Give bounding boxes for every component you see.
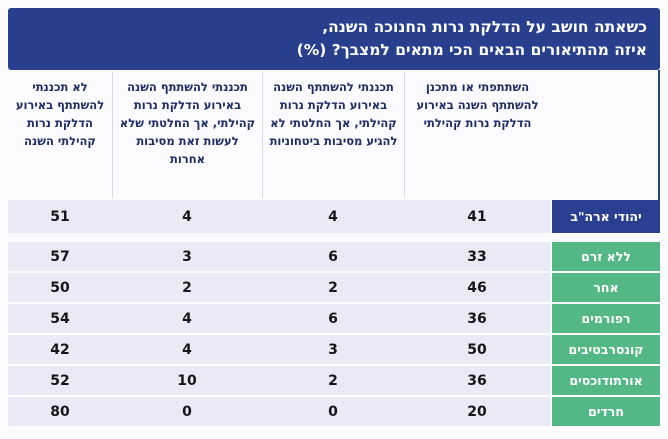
value-cell: 2 bbox=[328, 372, 338, 389]
value-cell: 6 bbox=[328, 248, 338, 265]
value-cell: 3 bbox=[182, 248, 192, 265]
row-label-orthodox: אורתודוכסים bbox=[552, 366, 660, 395]
value-cell: 0 bbox=[182, 403, 192, 420]
value-cell: 3 bbox=[328, 341, 338, 358]
value-cell: 33 bbox=[467, 248, 487, 265]
value-cell: 36 bbox=[467, 372, 487, 389]
value-cell: 52 bbox=[50, 372, 70, 389]
row-cells: 36 6 4 54 bbox=[8, 304, 550, 333]
value-cell: 57 bbox=[50, 248, 70, 265]
row-cells: 33 6 3 57 bbox=[8, 242, 550, 271]
column-header-did-not-plan: לא תכננתי להשתתף באירוע הדלקת נרות קהילת… bbox=[15, 80, 105, 148]
header-right-rule bbox=[658, 70, 660, 200]
value-cell: 50 bbox=[50, 279, 70, 296]
table-row-haredi: חרדים 20 0 0 80 bbox=[8, 397, 660, 426]
survey-table-page: כשאתה חושב על הדלקת נרות החנוכה השנה, אי… bbox=[8, 8, 660, 426]
row-label-other: אחר bbox=[552, 273, 660, 302]
title-line-1: כשאתה חושב על הדלקת נרות החנוכה השנה, bbox=[322, 18, 647, 36]
row-label-haredi: חרדים bbox=[552, 397, 660, 426]
row-label-reform: רפורמים bbox=[552, 304, 660, 333]
column-header-participated: השתתפתי או מתכנן להשתתף השנה באירוע הדלק… bbox=[404, 72, 550, 198]
table-row-conservative: קונסרבטיבים 50 3 4 42 bbox=[8, 335, 660, 364]
value-cell: 50 bbox=[467, 341, 487, 358]
table-row-us-jews: יהודי ארה"ב 41 4 4 51 bbox=[8, 200, 660, 233]
row-label-conservative: קונסרבטיבים bbox=[552, 335, 660, 364]
table-row-reform: רפורמים 36 6 4 54 bbox=[8, 304, 660, 333]
value-cell: 36 bbox=[467, 310, 487, 327]
value-cell: 4 bbox=[182, 310, 192, 327]
row-cells: 36 2 10 52 bbox=[8, 366, 550, 395]
value-cell: 2 bbox=[328, 279, 338, 296]
row-cells: 41 4 4 51 bbox=[8, 200, 550, 233]
row-cells: 46 2 2 50 bbox=[8, 273, 550, 302]
denomination-rows: ללא זרם 33 6 3 57 אחר 46 2 2 50 רפורמים … bbox=[8, 242, 660, 426]
value-cell: 10 bbox=[177, 372, 197, 389]
header-spacer bbox=[550, 72, 660, 198]
table-row-orthodox: אורתודוכסים 36 2 10 52 bbox=[8, 366, 660, 395]
value-cell: 4 bbox=[182, 208, 192, 225]
value-cell: 80 bbox=[50, 403, 70, 420]
value-cell: 20 bbox=[467, 403, 487, 420]
row-label-us-jews: יהודי ארה"ב bbox=[552, 200, 660, 233]
column-header-security-reasons: תכננתי להשתתף השנה באירוע הדלקת נרות קהי… bbox=[262, 72, 404, 198]
title-line-2: איזה מהתיאורים הבאים הכי מתאים למצבך? (%… bbox=[296, 41, 647, 59]
table-row-other: אחר 46 2 2 50 bbox=[8, 273, 660, 302]
value-cell: 41 bbox=[467, 208, 487, 225]
value-cell: 54 bbox=[50, 310, 70, 327]
value-cell: 46 bbox=[467, 279, 487, 296]
value-cell: 2 bbox=[182, 279, 192, 296]
value-cell: 4 bbox=[328, 208, 338, 225]
row-cells: 20 0 0 80 bbox=[8, 397, 550, 426]
value-cell: 51 bbox=[50, 208, 70, 225]
value-cell: 42 bbox=[50, 341, 70, 358]
row-label-no-denomination: ללא זרם bbox=[552, 242, 660, 271]
row-cells: 50 3 4 42 bbox=[8, 335, 550, 364]
value-cell: 6 bbox=[328, 310, 338, 327]
table-row-no-denomination: ללא זרם 33 6 3 57 bbox=[8, 242, 660, 271]
value-cell: 0 bbox=[328, 403, 338, 420]
value-cell: 4 bbox=[182, 341, 192, 358]
column-header-other-reasons: תכננתי להשתתף השנה באירוע הדלקת נרות קהי… bbox=[112, 72, 262, 198]
column-headers: השתתפתי או מתכנן להשתתף השנה באירוע הדלק… bbox=[8, 70, 660, 200]
title-banner: כשאתה חושב על הדלקת נרות החנוכה השנה, אי… bbox=[8, 8, 660, 70]
